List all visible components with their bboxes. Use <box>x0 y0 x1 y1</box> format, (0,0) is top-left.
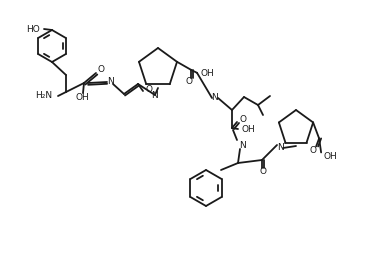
Text: OH: OH <box>200 69 214 78</box>
Text: O: O <box>309 146 317 155</box>
Text: N: N <box>212 93 218 103</box>
Text: N: N <box>239 140 246 150</box>
Text: N: N <box>152 91 159 99</box>
Text: OH: OH <box>75 92 89 102</box>
Text: O: O <box>260 168 267 176</box>
Text: O: O <box>185 77 193 86</box>
Text: O: O <box>98 66 105 74</box>
Text: N: N <box>277 144 283 152</box>
Text: N: N <box>106 78 113 86</box>
Text: OH: OH <box>242 126 256 134</box>
Text: O: O <box>240 116 247 124</box>
Text: HO: HO <box>26 25 40 33</box>
Text: O: O <box>145 85 152 93</box>
Text: H₂N: H₂N <box>35 92 52 100</box>
Text: OH: OH <box>323 152 337 161</box>
